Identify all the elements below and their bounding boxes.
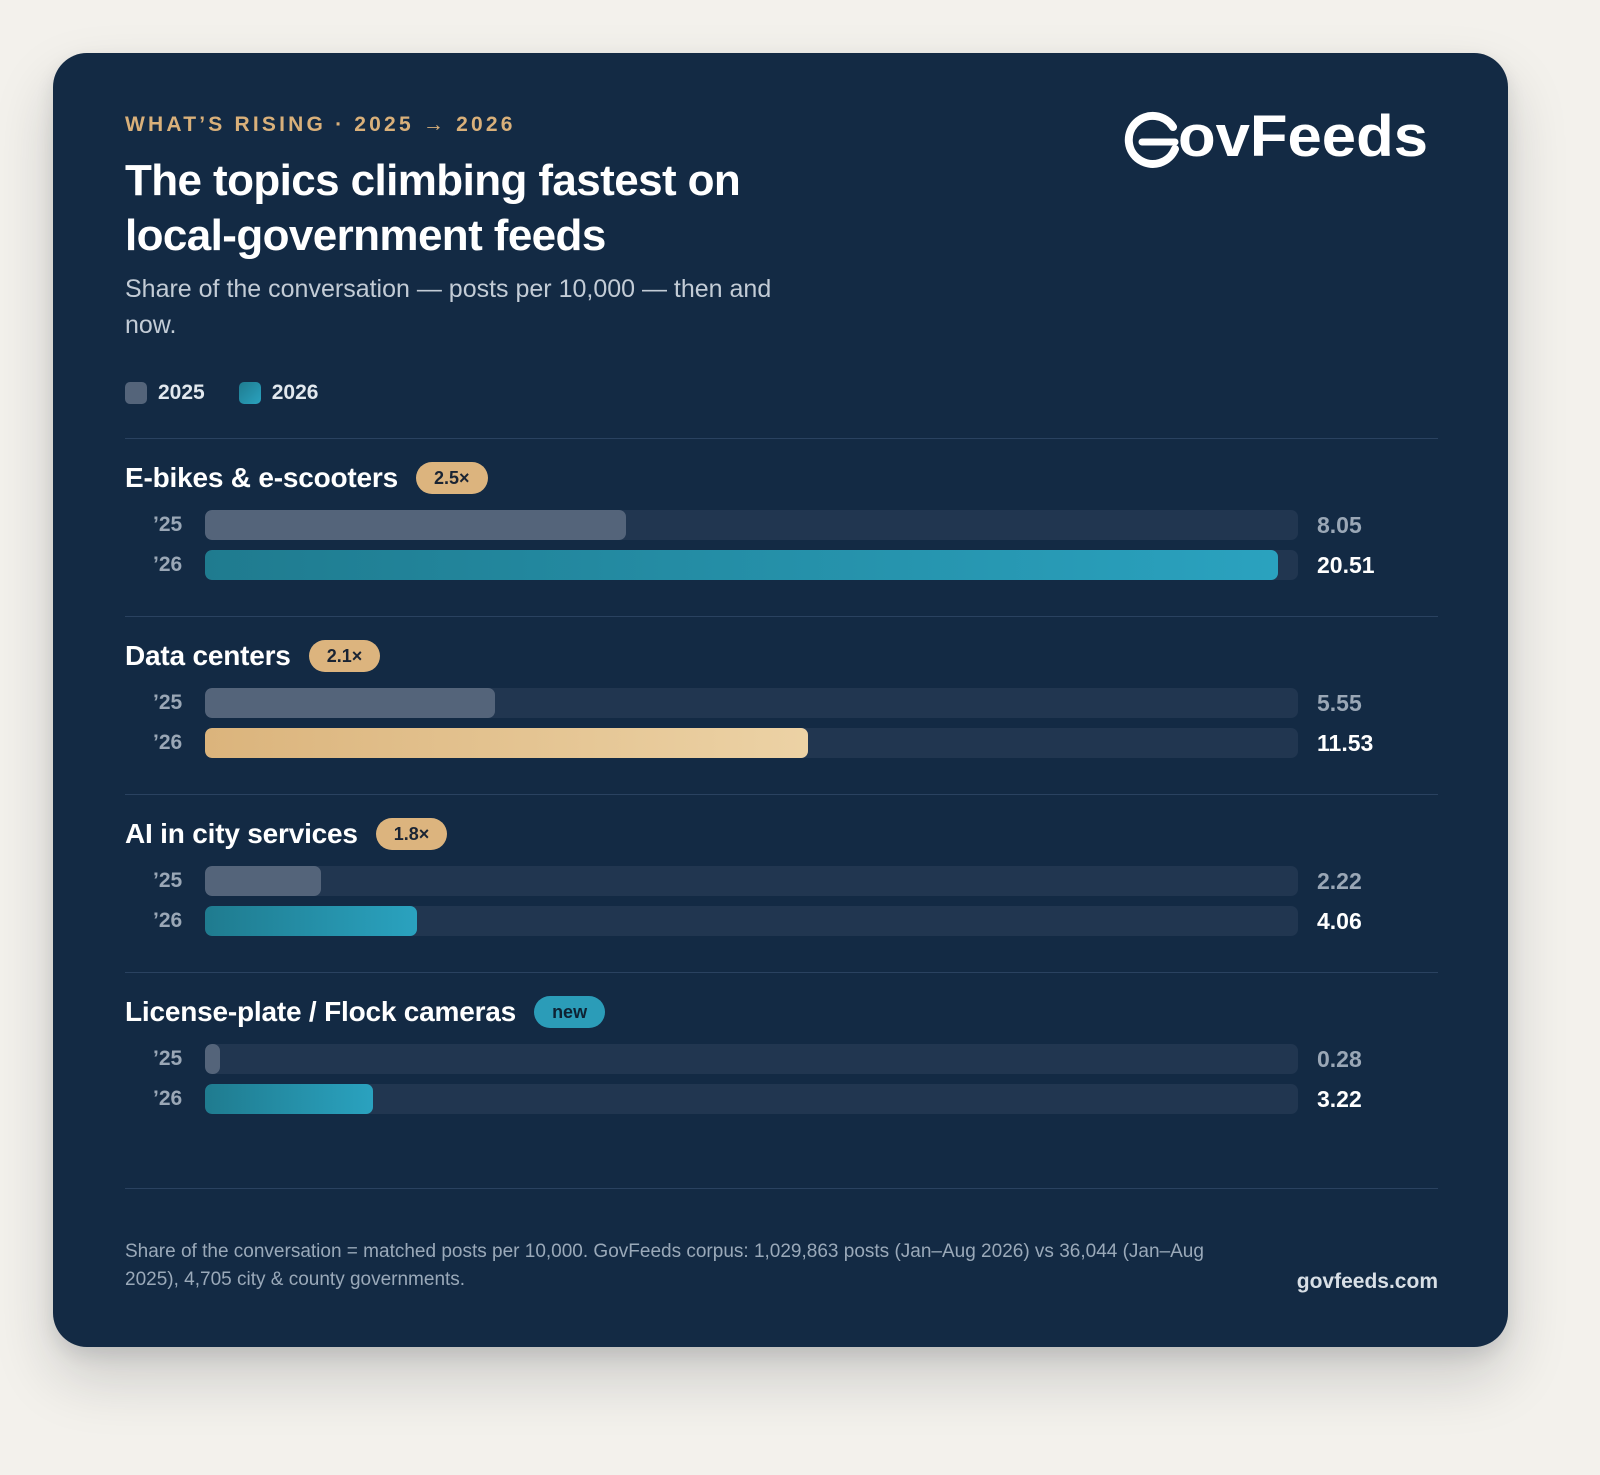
bar-2025	[205, 510, 626, 540]
topic-name: Data centers	[125, 640, 291, 671]
topic-name: License-plate / Flock cameras	[125, 996, 517, 1027]
bar-2025	[205, 866, 321, 896]
value-label: 11.53	[1317, 730, 1374, 756]
topic-header: AI in city services 1.8×	[125, 818, 1438, 850]
bar-track	[205, 510, 1298, 540]
divider-topic	[125, 616, 1438, 617]
topic-group: License-plate / Flock cameras new ’25 0.28’…	[125, 996, 1438, 1147]
topic-name: E-bikes & e-scooters	[125, 462, 398, 493]
bar-row: ’26 20.51	[125, 550, 1438, 580]
bar-row: ’25 5.55	[125, 688, 1438, 718]
year-label: ’25	[153, 869, 183, 892]
footnote: Share of the conversation = matched post…	[125, 1241, 1204, 1290]
topic-group: Data centers 2.1× ’25 5.55 ’26 11.53	[125, 640, 1438, 791]
bar-row: ’26 11.53	[125, 728, 1438, 758]
growth-badge: new	[534, 996, 606, 1028]
divider-topic	[125, 972, 1438, 973]
bar-row: ’25 0.28	[125, 1044, 1438, 1074]
bar-track	[205, 866, 1298, 896]
legend-item-2025: 2025	[125, 381, 205, 405]
topic-header: Data centers 2.1×	[125, 640, 1438, 672]
legend-label-2026: 2026	[271, 381, 319, 404]
growth-badge: 2.1×	[308, 640, 381, 672]
legend-item-2026: 2026	[238, 381, 319, 405]
logo-wordmark: ovFeeds	[1178, 105, 1428, 169]
bar-2026	[205, 906, 417, 936]
site-url: govfeeds.com	[1296, 1270, 1438, 1293]
year-label: ’25	[153, 691, 183, 714]
divider-top	[125, 438, 1438, 439]
logo-g-icon	[1124, 111, 1179, 168]
value-label: 8.05	[1317, 512, 1362, 538]
legend-swatch-2025	[125, 382, 147, 404]
value-label: 0.28	[1317, 1046, 1362, 1072]
bar-track	[205, 906, 1298, 936]
topic-group: AI in city services 1.8× ’25 2.22 ’26 4.06	[125, 818, 1438, 969]
value-label: 3.22	[1317, 1086, 1362, 1112]
topic-name: AI in city services	[125, 818, 358, 849]
year-label: ’26	[153, 731, 183, 754]
value-label: 20.51	[1317, 552, 1375, 578]
value-label: 5.55	[1317, 690, 1362, 716]
year-label: ’25	[153, 1047, 183, 1070]
chart-legend: 2025 2026	[125, 381, 318, 405]
bar-2026	[205, 550, 1278, 580]
bar-2026	[205, 1084, 373, 1114]
topic-group: E-bikes & e-scooters 2.5× ’25 8.05 ’26 20.51	[125, 462, 1438, 613]
legend-swatch-2026	[238, 382, 261, 404]
year-label: ’26	[153, 553, 183, 576]
year-label: ’25	[153, 513, 183, 536]
value-label: 2.22	[1317, 868, 1362, 894]
growth-badge: 2.5×	[416, 462, 488, 494]
chart-card: WHAT’S RISING · 2025 → 2026 The topics c…	[53, 53, 1508, 1347]
growth-badge: 1.8×	[375, 818, 448, 850]
bar-row: ’26 4.06	[125, 906, 1438, 936]
bar-track	[205, 688, 1298, 718]
divider-footer	[125, 1188, 1438, 1189]
year-label: ’26	[153, 1087, 183, 1110]
year-label: ’26	[153, 909, 183, 932]
bar-row: ’25 2.22	[125, 866, 1438, 896]
eyebrow-label: WHAT’S RISING · 2025 → 2026	[125, 113, 516, 136]
chart-title: The topics climbing fastest on local-gov…	[125, 156, 741, 260]
bar-row: ’26 3.22	[125, 1084, 1438, 1114]
topic-header: License-plate / Flock cameras new	[125, 996, 1438, 1028]
govfeeds-logo: ovFeeds	[1124, 105, 1428, 169]
value-label: 4.06	[1317, 908, 1362, 934]
bar-2025	[205, 1044, 220, 1074]
bar-track	[205, 1044, 1298, 1074]
bar-row: ’25 8.05	[125, 510, 1438, 540]
chart-subtitle: Share of the conversation — posts per 10…	[125, 275, 772, 339]
bar-2025	[205, 688, 495, 718]
legend-label-2025: 2025	[158, 381, 205, 404]
bar-2026	[205, 728, 808, 758]
bar-track	[205, 550, 1298, 580]
divider-topic	[125, 794, 1438, 795]
bar-track	[205, 1084, 1298, 1114]
topic-header: E-bikes & e-scooters 2.5×	[125, 462, 1438, 494]
bar-track	[205, 728, 1298, 758]
